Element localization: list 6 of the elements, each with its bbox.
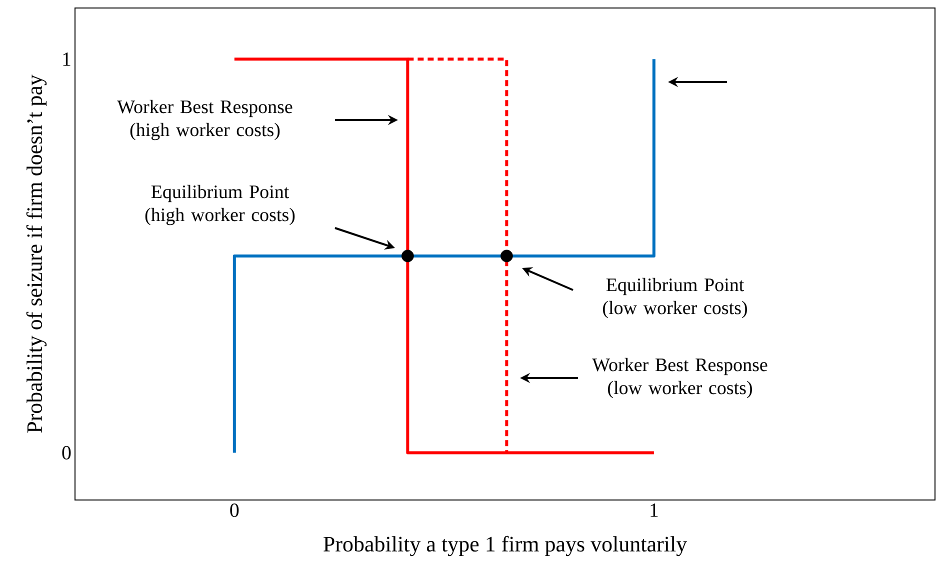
annotation: Worker Best Response (high worker costs)	[117, 100, 292, 140]
annotation: Worker Best Response (low worker costs)	[592, 358, 768, 398]
x-axis-title: Probability a type 1 firm pays voluntarily	[324, 536, 688, 556]
annotation: Equilibrium Point (low worker costs)	[603, 278, 747, 318]
y-axis-title: Probability of seizure if firm doesn’t pay	[26, 74, 47, 433]
annotation: Equilibrium Point (high worker costs)	[145, 184, 295, 226]
